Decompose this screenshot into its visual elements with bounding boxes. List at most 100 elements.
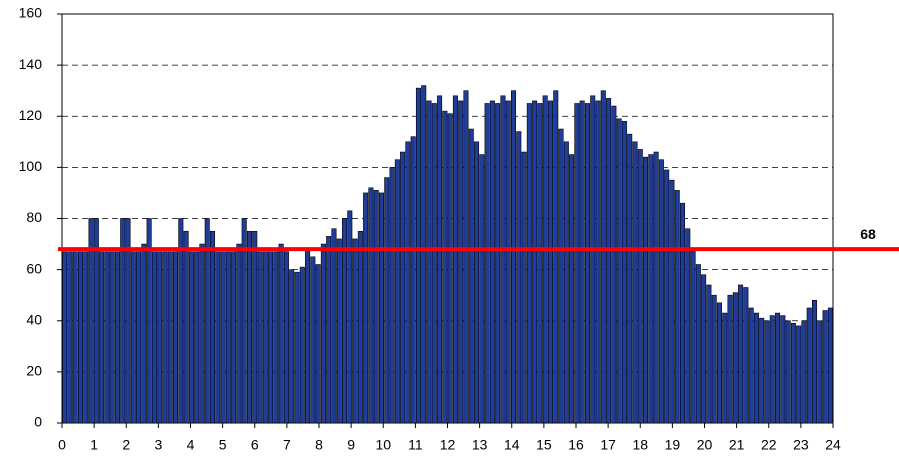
bar	[685, 228, 691, 424]
bar	[500, 95, 506, 424]
bar	[437, 95, 443, 424]
bar	[817, 320, 823, 424]
bar	[146, 218, 152, 424]
bar	[679, 202, 686, 424]
x-tick-label: 22	[761, 437, 777, 453]
bar	[690, 248, 696, 424]
bar	[162, 251, 168, 424]
bar	[77, 251, 84, 424]
bar	[695, 264, 701, 424]
bar	[664, 169, 670, 424]
bar	[389, 167, 395, 424]
bar	[447, 113, 453, 424]
bar	[811, 299, 818, 424]
bar	[632, 141, 638, 424]
bar	[315, 264, 321, 424]
bar	[368, 187, 374, 424]
bar	[547, 100, 553, 424]
bar	[489, 100, 495, 424]
bar	[759, 317, 765, 424]
bar	[342, 218, 348, 424]
bar	[495, 103, 501, 424]
bar	[722, 312, 728, 424]
bar	[463, 90, 469, 424]
bar	[769, 315, 775, 424]
bar	[711, 294, 717, 424]
bar	[405, 141, 411, 424]
x-tick-label: 11	[408, 437, 423, 453]
y-tick-label: 60	[26, 260, 42, 276]
bar	[426, 100, 432, 424]
bar	[347, 210, 353, 424]
bar	[236, 243, 242, 424]
x-tick-label: 3	[154, 437, 162, 453]
x-tick-label: 1	[90, 437, 98, 453]
bar	[62, 251, 68, 424]
bar	[669, 179, 675, 424]
bar	[616, 118, 622, 424]
bar	[194, 251, 200, 424]
bar	[822, 310, 828, 424]
bar	[701, 274, 707, 424]
bar	[93, 218, 99, 424]
bar	[209, 230, 216, 424]
x-tick-label: 7	[283, 437, 291, 453]
x-tick-label: 24	[825, 437, 841, 453]
bar	[320, 243, 326, 424]
bar	[658, 159, 664, 424]
bar	[674, 190, 680, 424]
bar	[474, 141, 480, 424]
bar	[706, 284, 712, 424]
x-tick-label: 12	[440, 437, 456, 453]
bar	[637, 149, 643, 424]
bar	[83, 251, 89, 424]
bar	[130, 251, 136, 424]
bar	[801, 320, 807, 424]
bar	[178, 218, 184, 424]
bar	[727, 294, 733, 424]
bar	[157, 251, 163, 424]
bar	[516, 131, 522, 424]
bar	[643, 156, 649, 424]
bar	[151, 251, 157, 424]
bar	[357, 230, 363, 424]
bar	[748, 307, 754, 424]
bar	[606, 98, 612, 424]
bar	[215, 251, 221, 424]
bar	[72, 251, 78, 424]
bar	[199, 243, 205, 424]
bar	[806, 307, 812, 424]
bar	[289, 269, 295, 424]
x-tick-label: 21	[729, 437, 745, 453]
bar	[796, 325, 802, 424]
bar	[331, 228, 337, 424]
y-tick-label: 80	[26, 209, 42, 225]
bar	[542, 95, 548, 424]
bar	[326, 236, 332, 424]
bar	[173, 251, 179, 424]
bar	[743, 287, 749, 424]
y-tick-label: 160	[19, 5, 43, 21]
bar	[553, 90, 559, 424]
y-tick-label: 120	[19, 107, 43, 123]
bar	[310, 256, 316, 424]
x-tick-label: 14	[504, 437, 520, 453]
x-tick-label: 19	[665, 437, 681, 453]
bar	[479, 154, 485, 424]
bar	[99, 251, 105, 424]
bar	[336, 238, 342, 424]
bar	[780, 315, 786, 424]
y-tick-label: 40	[26, 311, 42, 327]
bar	[67, 251, 73, 424]
x-tick-label: 4	[187, 437, 195, 453]
bar	[136, 251, 142, 424]
y-tick-label: 0	[34, 414, 42, 430]
threshold-label: 68	[860, 226, 876, 242]
bar	[590, 95, 596, 424]
bar	[257, 251, 263, 424]
bar	[410, 136, 416, 424]
bar	[363, 192, 369, 424]
bar	[574, 103, 580, 424]
bar	[204, 218, 210, 424]
bar	[442, 110, 448, 424]
